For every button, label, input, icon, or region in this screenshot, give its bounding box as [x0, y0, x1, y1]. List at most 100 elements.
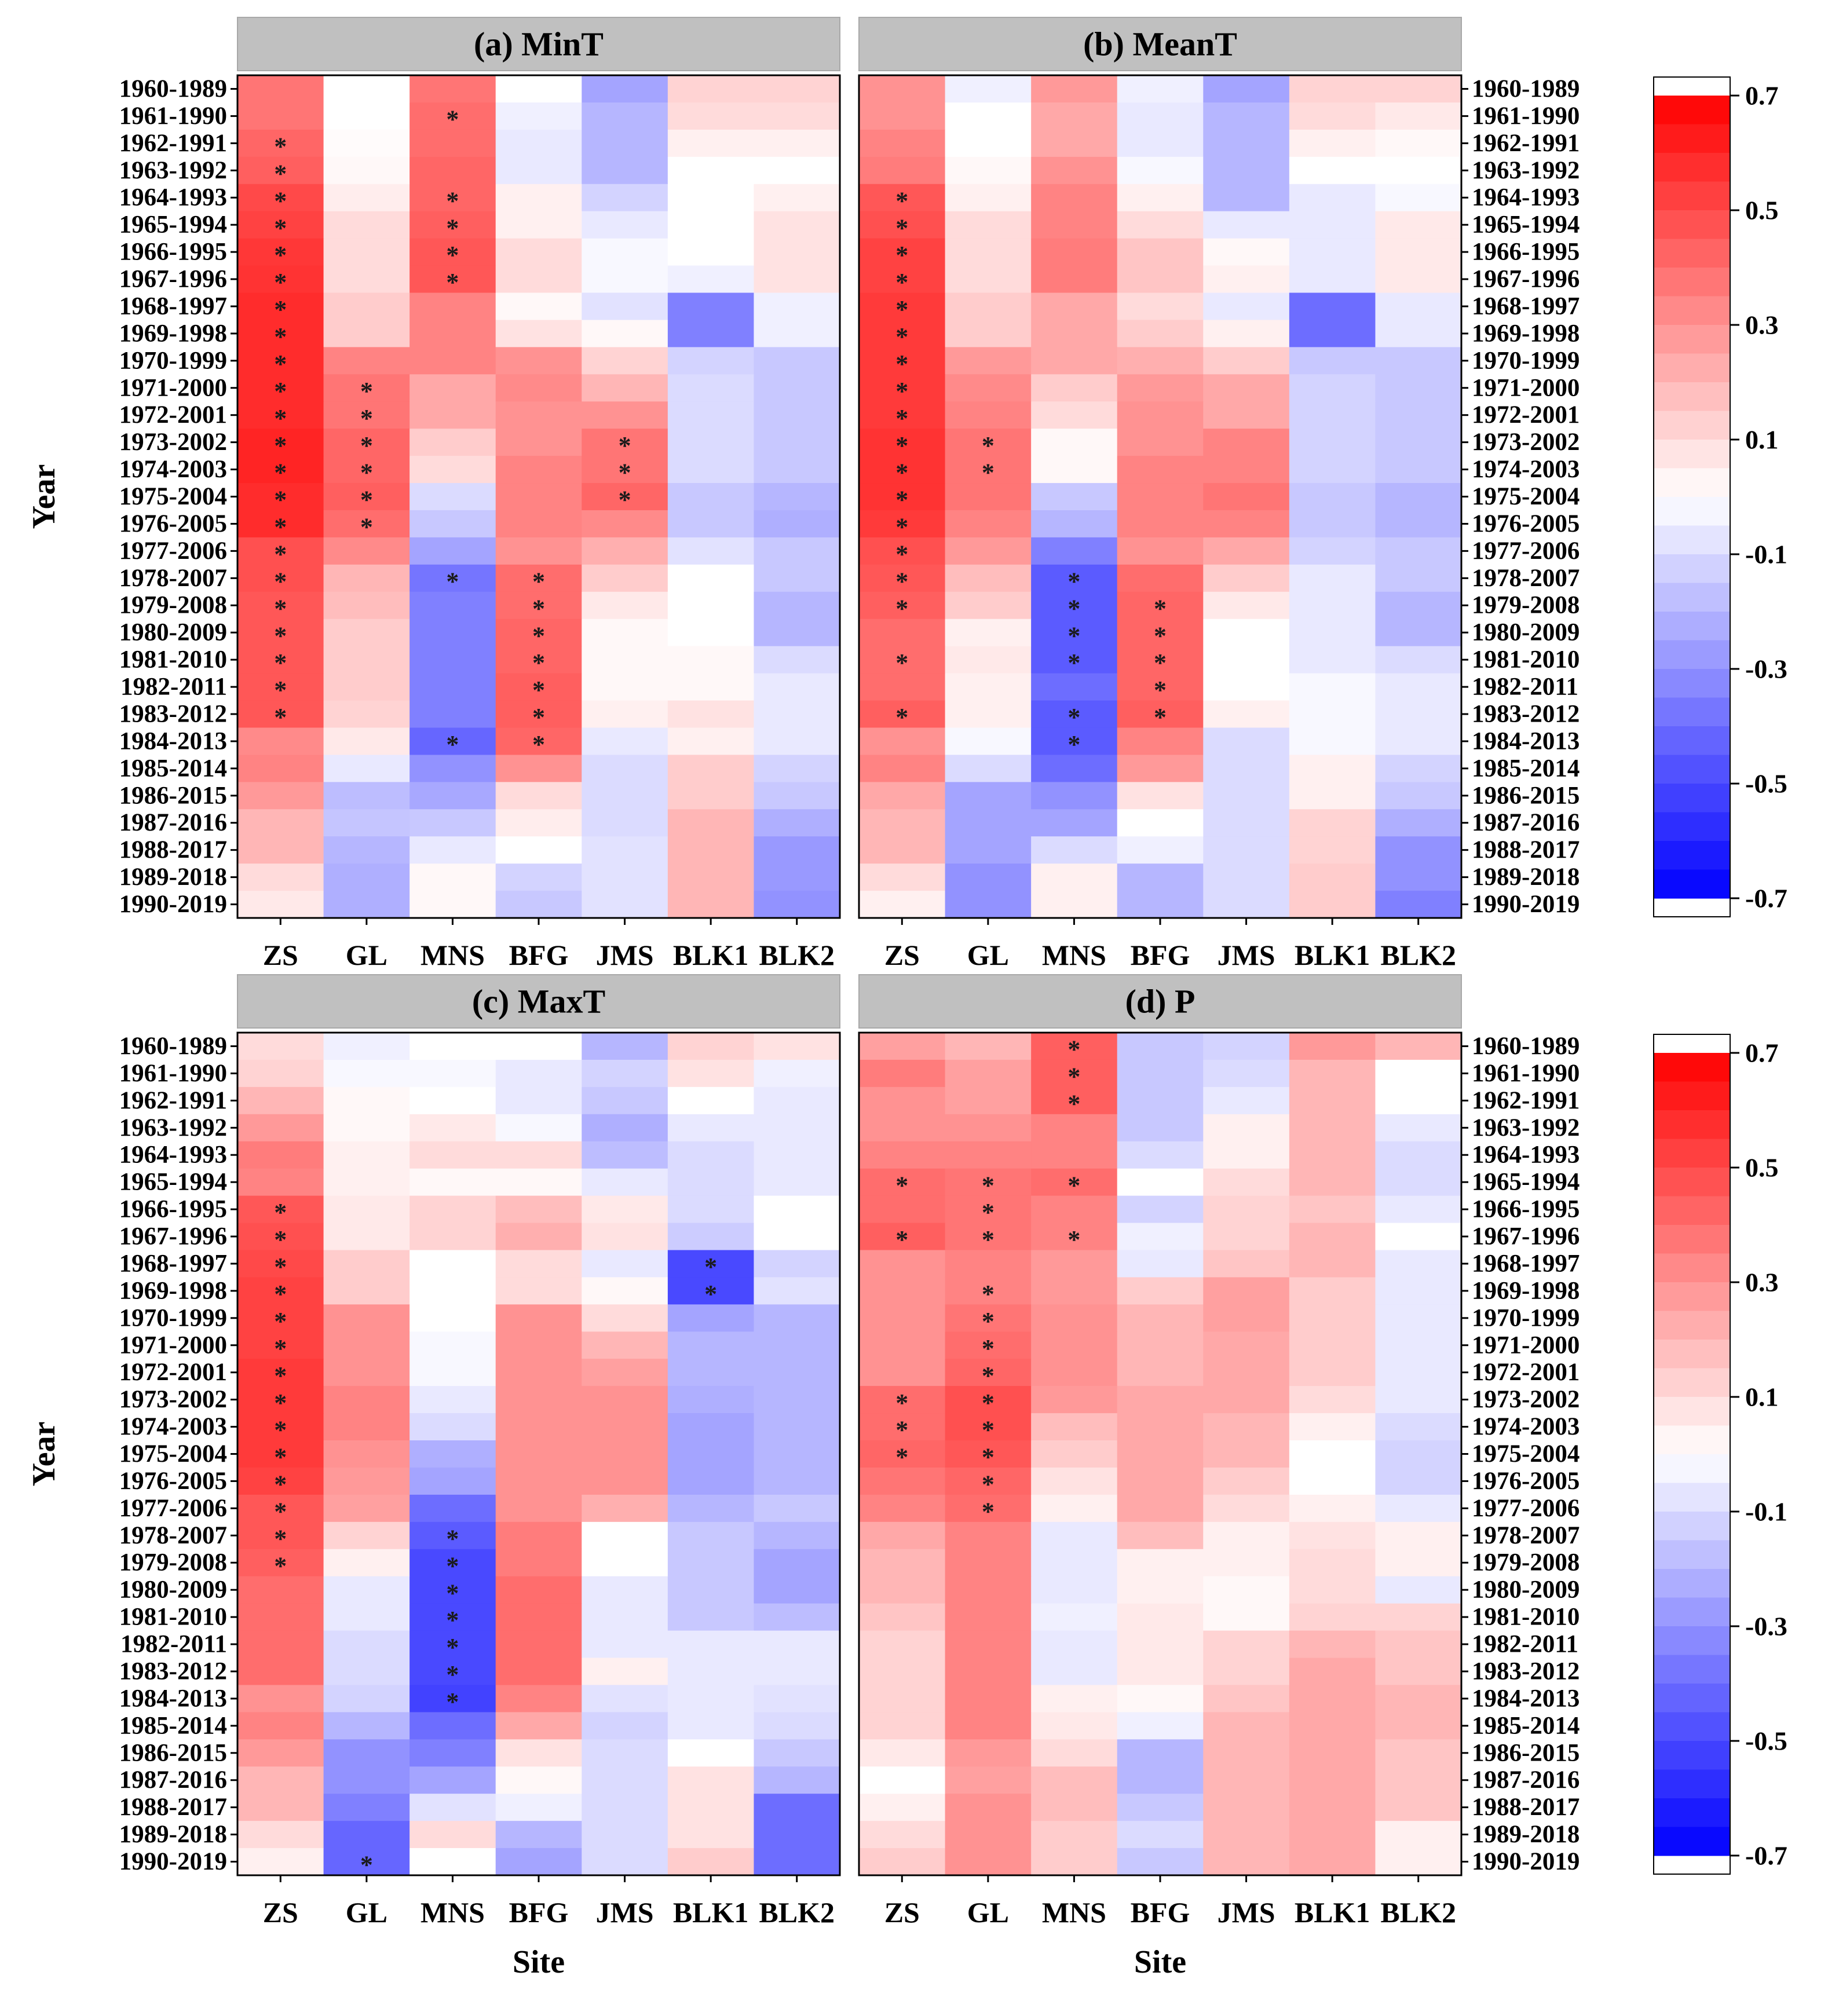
heatmap-cell [667, 1658, 755, 1686]
x-tick-label: ZS [884, 1896, 920, 1929]
significance-star: * [1154, 594, 1167, 623]
heatmap-cell [1031, 1277, 1118, 1305]
significance-star: * [704, 1280, 717, 1308]
heatmap-cell [410, 1494, 496, 1523]
heatmap-cell [410, 1712, 496, 1740]
heatmap-cell [1203, 1821, 1290, 1849]
heatmap-cell [495, 184, 582, 212]
heatmap-cell [323, 1059, 410, 1088]
significance-star: * [895, 295, 908, 324]
colorbar-tick-label: -0.5 [1745, 1726, 1787, 1756]
colorbar-swatch [1654, 1741, 1730, 1770]
heatmap-cell [1031, 591, 1118, 620]
heatmap-cell [582, 456, 668, 484]
heatmap-cell [237, 1195, 324, 1224]
heatmap-cell [1289, 673, 1376, 701]
heatmap-cell [582, 1223, 668, 1251]
heatmap-cell [582, 619, 668, 647]
y-tick-label: 1989-2018 [1472, 1821, 1580, 1848]
heatmap-cell [859, 673, 946, 701]
heatmap-cell [1031, 1331, 1118, 1359]
y-tick-label: 1971-2000 [1472, 1331, 1580, 1359]
heatmap-cell [1031, 1195, 1118, 1224]
y-tick-label: 1979-2008 [119, 592, 227, 619]
heatmap-cell [754, 1739, 840, 1767]
heatmap-cell [945, 1494, 1032, 1523]
heatmap-cell [667, 1059, 755, 1088]
y-tick-label: 1981-2010 [119, 646, 227, 674]
heatmap-cell [667, 1521, 755, 1550]
heatmap-cell [1375, 1603, 1462, 1631]
significance-star: * [446, 1633, 459, 1662]
heatmap-cell [237, 1658, 324, 1686]
significance-star: * [274, 1198, 287, 1227]
colorbar-swatch [1654, 755, 1730, 784]
heatmap-cell [410, 1114, 496, 1142]
colorbar-swatch [1654, 1597, 1730, 1627]
heatmap-cell [237, 483, 324, 511]
heatmap-cell [667, 129, 755, 158]
heatmap-cell [859, 129, 946, 158]
heatmap-cell [1289, 429, 1376, 456]
heatmap-cell [667, 429, 755, 456]
heatmap-cell [1375, 456, 1462, 484]
heatmap-cell [1203, 1630, 1290, 1659]
heatmap-cell [1031, 1250, 1118, 1278]
y-tick-label: 1966-1995 [119, 1196, 227, 1223]
heatmap-cell [1031, 1086, 1118, 1115]
heatmap-cell [667, 1141, 755, 1169]
colorbar-frame [1653, 76, 1731, 917]
y-tick-label: 1978-2007 [1472, 565, 1580, 592]
colorbar-swatch [1654, 1282, 1730, 1312]
heatmap-cell [495, 1331, 582, 1359]
x-tick-label: GL [967, 1896, 1009, 1929]
heatmap-cell [1031, 238, 1118, 266]
significance-star: * [274, 1498, 287, 1526]
heatmap-cell [754, 510, 840, 538]
heatmap-cell [582, 374, 668, 402]
significance-star: * [1067, 621, 1080, 650]
heatmap-cell [1117, 755, 1204, 782]
heatmap-cell [1375, 673, 1462, 701]
significance-star: * [982, 431, 995, 460]
heatmap-cell [667, 1576, 755, 1604]
heatmap-cell [1117, 836, 1204, 864]
heatmap-cell [495, 1413, 582, 1441]
significance-star: * [274, 621, 287, 650]
heatmap-cell [859, 836, 946, 864]
heatmap-cell [859, 591, 946, 620]
heatmap-cell [667, 1359, 755, 1386]
heatmap-cell [754, 1359, 840, 1386]
heatmap-cell [410, 1304, 496, 1332]
heatmap-cell [667, 1304, 755, 1332]
heatmap-cell [1375, 1630, 1462, 1659]
heatmap-cell [945, 1114, 1032, 1142]
heatmap-cell [1289, 1250, 1376, 1278]
heatmap-cell [945, 673, 1032, 701]
heatmap-cell [495, 564, 582, 592]
heatmap-cell [410, 102, 496, 130]
heatmap-cell [945, 1549, 1032, 1577]
heatmap-cell [1289, 864, 1376, 891]
heatmap-cell [1031, 75, 1118, 103]
heatmap-cell [1289, 320, 1376, 347]
heatmap-cell [410, 184, 496, 212]
significance-star: * [982, 1171, 995, 1199]
heatmap-cell [495, 320, 582, 347]
heatmap-cell [582, 1685, 668, 1713]
colorbar-tick-label: 0.1 [1745, 1382, 1779, 1412]
heatmap-cell [1031, 1304, 1118, 1332]
heatmap-cell [410, 1739, 496, 1767]
heatmap-cell [945, 1576, 1032, 1604]
colorbar-swatch [1654, 153, 1730, 182]
heatmap-cell [237, 1712, 324, 1740]
y-tick-label: 1987-2016 [119, 1766, 227, 1794]
heatmap-cell [495, 347, 582, 375]
heatmap-cell [754, 619, 840, 647]
heatmap-cell [1031, 483, 1118, 511]
significance-star: * [982, 1334, 995, 1363]
heatmap-cell [1289, 1576, 1376, 1604]
heatmap-cell [1031, 320, 1118, 347]
y-tick-label: 1974-2003 [1472, 1413, 1580, 1440]
heatmap-cell [237, 1739, 324, 1767]
